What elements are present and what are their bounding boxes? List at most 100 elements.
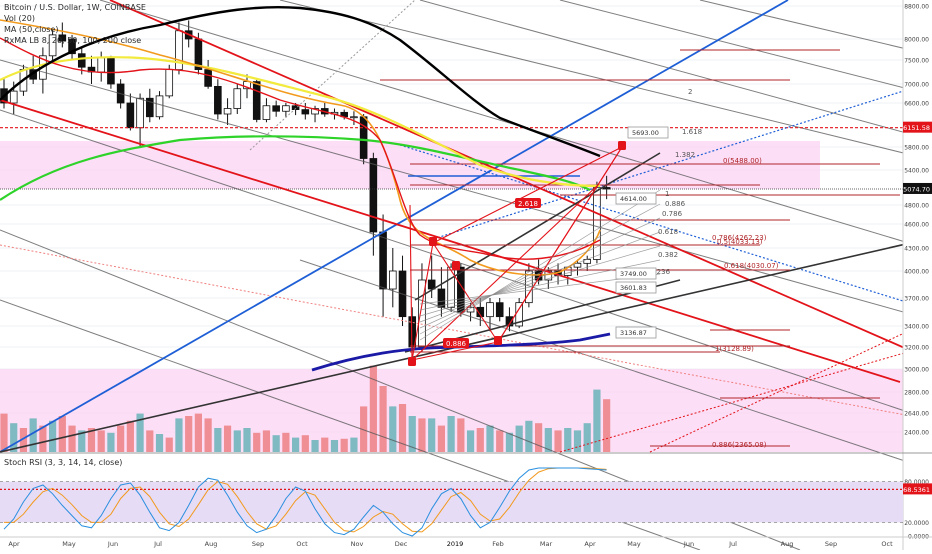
harmonic-pattern-line [409,204,413,361]
fib-level-label: 0.786 [662,210,683,218]
volume-bar [457,418,465,452]
volume-bar [340,438,348,452]
volume-bar [282,432,290,452]
channel-line [419,0,932,141]
volume-bar [78,430,86,452]
price-axis-tick: 4600.00 [904,222,929,229]
stoch-rsi-label[interactable]: Stoch RSI (3, 3, 14, 14, close) [4,458,123,467]
time-axis-tick: Aug [205,540,218,548]
volume-bar [165,437,173,452]
main-pane [0,5,903,452]
ma-blue-line [311,332,611,372]
fan-line [419,231,661,323]
price-axis-tick: 2640.00 [904,411,929,418]
price-axis-tick: 4300.00 [904,246,929,253]
price-axis-tick: 8800.00 [904,4,929,11]
ratio-tag-label: 0.886 [446,340,467,348]
current-price-tag [903,182,932,194]
time-axis-tick: Oct [296,540,308,548]
harmonic-pattern-line [411,341,499,361]
supply-zone [0,141,820,189]
volume-bar [408,416,416,452]
ratio-tag [443,338,469,348]
time-axis-tick: Apr [584,540,596,548]
symbol-title[interactable]: Bitcoin / U.S. Dollar, 1W, COINBASE [4,3,146,12]
stoch-level-tag-label: 68.5361 [903,486,930,494]
time-axis-tick: Jun [107,540,118,548]
harmonic-pattern-line [497,184,599,343]
volume-indicator-label[interactable]: Vol (20) [4,14,35,23]
channel-line [0,109,932,421]
fan-line [419,203,661,335]
ma-black-line [0,5,601,158]
current-price-tag-label: 5074.70 [903,185,930,193]
volume-bar [262,430,271,452]
ma-indicator-label[interactable]: MA (50,close) [4,25,59,34]
candle-body [311,108,319,115]
time-axis-tick: Sep [252,540,264,548]
price-axis-tick: 5800.00 [904,145,929,152]
volume-bar [369,365,377,452]
fib-level-label: 0.382 [658,251,678,259]
volume-bar [253,432,261,452]
volume-bar [350,437,358,452]
rainbow-ma-indicator-label[interactable]: RxMA LB 8, 20, 50, 100, 200 close [4,36,142,45]
candle-body [145,97,154,118]
candle-body [282,105,290,112]
price-axis-tick: 8000.00 [904,37,929,44]
candle-body [155,95,164,118]
volume-bar [583,423,591,452]
price-axis-tick: 6600.00 [904,101,929,108]
price-axis-bg [903,0,932,550]
price-axis-tick: 5400.00 [904,168,929,175]
candle-body [369,158,378,233]
price-callout-box [615,326,657,339]
fib-level-label: 1.618 [682,128,702,136]
price-axis-tick: 3700.00 [904,296,929,303]
volume-bar [19,428,28,452]
price-callout-label: 5693.00 [632,129,659,137]
volume-bar [564,428,572,452]
resistance-trend-line [414,152,661,301]
volume-bar [525,420,533,452]
price-callout-box [627,126,669,139]
ma-red-line [0,37,601,260]
volume-bar [155,434,164,452]
volume-bar [593,389,601,452]
time-axis-tick: Apr [8,540,20,548]
price-callout-label: 3136.87 [620,329,647,337]
fib-level-label: 2 [688,88,692,96]
candle-body [573,262,582,268]
volume-bar [272,435,280,452]
candle-body [9,90,18,104]
time-axis-tick: Nov [351,540,364,548]
volume-bar [447,416,455,452]
volume-bar [311,440,319,452]
volume-bar [87,428,96,452]
fib-level-label: 0.5(4033.13) [717,238,763,246]
volume-bar [117,425,125,452]
volume-bar [136,413,144,452]
stoch-level-tag [903,483,932,495]
ma-green-line [0,135,591,201]
candle-body [107,57,115,85]
time-axis-tick: May [627,540,641,548]
candle-body [359,116,368,159]
channel-line [0,59,932,321]
fib-level-label: 0.786(4262.23) [712,234,767,242]
volume-bar [360,406,368,452]
harmonic-pattern-line [597,146,623,186]
price-axis-tick: 3400.00 [904,324,929,331]
candle-body [272,105,280,112]
candle-body [505,316,514,327]
harmonic-pattern-line [411,242,434,361]
time-axis-tick: Aug [781,540,794,548]
candle-body [165,69,174,97]
candle-body [68,38,76,55]
price-axis-tick: 2400.00 [904,430,929,437]
price-axis-tick: 4800.00 [904,203,929,210]
volume-bar [292,437,300,452]
candle-body [476,306,485,318]
